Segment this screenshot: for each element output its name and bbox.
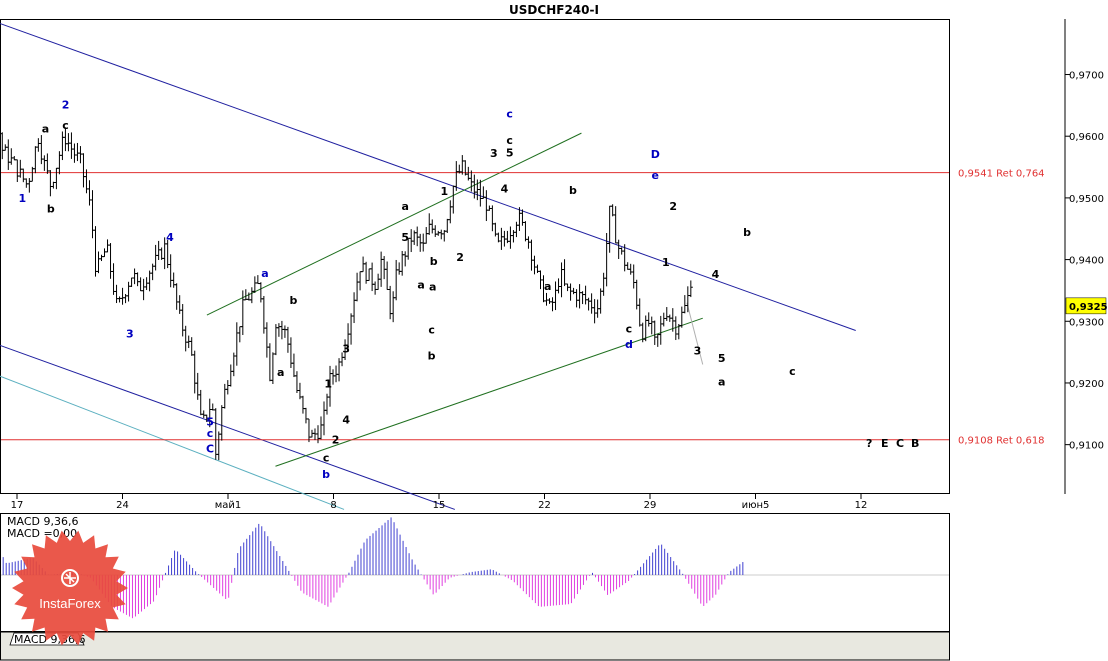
forecast-line <box>686 302 704 365</box>
channel-layer <box>0 22 856 510</box>
legend-mark-question: ? <box>866 437 872 450</box>
price-tick-label: 0,9200 <box>1069 379 1104 390</box>
wave-label: 4 <box>342 414 350 427</box>
wave-label: D <box>651 148 660 161</box>
wave-label: a <box>718 375 725 388</box>
price-axis: 0,9700 0,9600 0,9500 0,9400 0,9300 0,9200 0,91… <box>1065 71 1104 452</box>
wave-label: 1 <box>440 185 448 198</box>
time-tick-label: май1 <box>215 500 242 511</box>
legend-mark-c: C <box>896 437 904 450</box>
wave-label: 5 <box>401 231 409 244</box>
wave-label: b <box>322 468 330 481</box>
wave-label: c <box>506 108 513 121</box>
instaforex-emblem-icon <box>61 569 79 587</box>
wave-label: b <box>569 184 577 197</box>
wave-label: 2 <box>669 200 677 213</box>
wave-label: c <box>506 134 513 147</box>
wave-label: a <box>417 279 424 292</box>
channel-line-green-lower <box>275 317 703 467</box>
time-tick-label: 29 <box>644 500 657 511</box>
wave-label: 3 <box>126 327 134 340</box>
wave-label: b <box>428 350 436 363</box>
time-tick-label: июн5 <box>742 500 770 511</box>
candle-layer <box>0 127 693 461</box>
wave-label: b <box>743 226 751 239</box>
price-tick-label: 0,9300 <box>1069 317 1104 328</box>
time-tick-label: 15 <box>433 500 446 511</box>
channel-line-blue-upper <box>0 22 856 331</box>
time-axis: 17 24 май1 8 15 22 29 июн5 12 <box>11 494 868 511</box>
retracement-level-label: 0,9541 Ret 0,764 <box>958 169 1045 180</box>
wave-label: 1 <box>324 377 332 390</box>
current-price-label: 0,9325 <box>1069 302 1108 313</box>
price-tick-label: 0,9600 <box>1069 132 1104 143</box>
wave-label: 5 <box>206 416 214 429</box>
wave-label: 5 <box>718 352 726 365</box>
wave-label: a <box>42 123 49 136</box>
wave-label: e <box>652 169 659 182</box>
price-tick-label: 0,9100 <box>1069 441 1104 452</box>
wave-label: b <box>47 203 55 216</box>
wave-label: a <box>277 366 284 379</box>
wave-label: d <box>625 338 633 351</box>
wave-label: a <box>402 200 409 213</box>
wave-label: 4 <box>166 231 174 244</box>
price-tick-label: 0,9500 <box>1069 194 1104 205</box>
wave-label: c <box>207 427 214 440</box>
wave-label: c <box>428 324 435 337</box>
price-tick-label: 0,9700 <box>1069 71 1104 82</box>
wave-label: b <box>430 255 438 268</box>
wave-label: 3 <box>342 343 350 356</box>
wave-label: C <box>206 443 214 456</box>
channel-line-blue-lower <box>0 344 455 510</box>
wave-legend: ? E C B <box>866 437 919 450</box>
wave-label: a <box>544 280 551 293</box>
level-layer: 0,9541 Ret 0,764 0,9108 Ret 0,618 <box>1 169 1045 447</box>
time-tick-label: 8 <box>330 500 336 511</box>
time-tick-label: 12 <box>855 500 868 511</box>
legend-mark-e: E <box>881 437 889 450</box>
main-plot-frame <box>0 19 950 494</box>
channel-line-lightblue <box>0 375 345 510</box>
wave-label: 2 <box>332 433 340 446</box>
wave-label: 3 <box>490 147 498 160</box>
current-price-tag: 0,9325 <box>1065 297 1108 315</box>
wave-label: 2 <box>62 98 70 111</box>
wave-label: 4 <box>712 268 720 281</box>
wave-label: c <box>323 451 330 464</box>
macd-bottom-strip <box>0 631 950 661</box>
instaforex-brand-text: InstaForex <box>39 596 101 611</box>
wave-label: a <box>261 267 268 280</box>
instaforex-logo: InstaForex <box>12 530 128 646</box>
wave-layer: bbcacacba12acb435cCaba1342cba5abacb1234c… <box>18 98 796 481</box>
time-tick-label: 17 <box>11 500 24 511</box>
wave-label: 5 <box>506 147 514 160</box>
legend-mark-b: B <box>911 437 919 450</box>
retracement-level-label: 0,9108 Ret 0,618 <box>958 436 1045 447</box>
price-tick-label: 0,9400 <box>1069 256 1104 267</box>
wave-label: 1 <box>662 256 670 269</box>
chart-title: USDCHF240-I <box>509 3 599 17</box>
macd-name-label: MACD 9,36,6 <box>7 515 78 528</box>
wave-label: c <box>626 322 633 335</box>
wave-label: 2 <box>456 251 464 264</box>
wave-label: 4 <box>501 182 509 195</box>
wave-label: c <box>789 365 796 378</box>
wave-label: 1 <box>18 192 26 205</box>
time-tick-label: 22 <box>538 500 551 511</box>
wave-label: b <box>289 294 297 307</box>
wave-label: c <box>62 119 69 132</box>
time-tick-label: 24 <box>116 500 129 511</box>
channel-line-green-upper <box>206 132 582 316</box>
wave-label: a <box>429 280 436 293</box>
wave-label: 3 <box>694 345 702 358</box>
